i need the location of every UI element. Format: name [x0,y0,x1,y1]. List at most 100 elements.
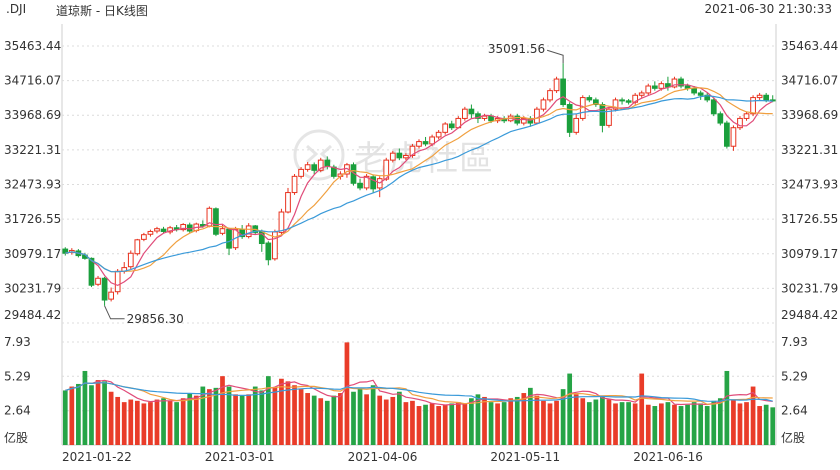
ma10-line [65,87,773,273]
candle-down [101,277,108,301]
candle-down [265,242,272,261]
price-tick-label-left: 30979.17 [4,247,61,261]
price-tick-label-right: 30979.17 [781,247,838,261]
candle-up [108,291,114,300]
candle-down [665,83,671,88]
volume-bar [469,398,474,445]
candle-down [599,104,606,126]
volume-bar [390,396,396,445]
price-tick-label-left: 34716.07 [4,74,61,88]
candle-up [573,117,580,133]
candle-down [619,99,625,102]
volume-bar [567,373,573,445]
volume-bar [252,386,258,445]
volume-bar [560,389,566,445]
candle-down [684,85,691,89]
volume-bar [639,373,645,445]
candle-up [298,168,304,177]
candle-up [317,159,324,171]
volume-bar [377,395,383,445]
candle-down [226,228,232,249]
volume-bar [763,404,769,445]
volume-bar [338,393,343,445]
date-tick-label: 2021-04-06 [348,450,418,464]
candle-down [593,99,599,106]
candle-down [717,113,724,124]
volume-bar [665,402,671,445]
volume-bar [134,400,140,445]
symbol-label: .DJI [6,2,27,16]
price-tick-label-left: 33968.69 [4,108,61,122]
volume-bar [403,402,409,445]
volume-bar [246,394,252,445]
volume-bar [102,381,107,445]
candle-up [461,108,468,119]
volume-bar [482,396,487,445]
volume-bar [311,395,317,445]
volume-bar [226,386,232,445]
candle-down [357,182,363,189]
volume-bar [632,403,638,445]
candle-down [763,94,770,101]
volume-bar [213,387,219,445]
price-tick-label-right: 31726.55 [781,212,838,226]
low-annotation-label: 29856.30 [127,312,184,326]
candle-up [416,141,422,147]
volume-bar [272,387,278,445]
candle-down [678,78,684,87]
candle-up [127,252,134,268]
volume-tick-label-right: 5.29 [781,369,808,383]
candle-down [422,141,429,145]
volume-bar [180,398,186,445]
volume-bar [239,395,245,445]
price-tick-label-left: 33221.31 [4,143,61,157]
candle-down [160,228,167,232]
candle-up [134,239,141,255]
volume-bar [292,385,297,445]
candle-up [756,94,763,99]
candle-down [213,208,219,235]
volume-bar [488,402,494,445]
volume-bar [351,391,356,445]
candle-down [88,257,95,286]
volume-bar [757,406,762,445]
volume-bar [678,406,684,445]
volume-bar [495,403,500,445]
candle-up [114,270,121,293]
volume-bar [128,399,134,445]
candle-down [488,115,494,122]
volume-bar [207,389,212,445]
price-tick-label-right: 32473.93 [781,178,838,192]
volume-bar [698,403,704,445]
volume-bar [613,403,618,445]
volume-bar [141,403,147,445]
candle-up [435,131,442,138]
volume-tick-label-left: 2.64 [4,404,31,418]
volume-bar [89,385,94,445]
volume-bar [691,402,697,445]
volume-bar [770,407,776,445]
volume-bar [449,403,455,445]
date-tick-label: 2021-06-16 [633,450,703,464]
candle-up [429,136,435,145]
volume-bar [619,402,625,445]
price-tick-label-left: 35463.44 [4,39,61,53]
candle-up [671,78,678,88]
ma5-line [65,84,773,287]
high-annotation-label: 35091.56 [488,42,545,56]
volume-bar [167,400,173,445]
price-tick-label-left: 29484.42 [4,308,61,322]
volume-bar [383,399,389,445]
candle-down [586,97,593,101]
volume-bar [429,403,435,445]
volume-bar [626,402,631,445]
volume-tick-label-left: 5.29 [4,369,31,383]
volume-bar [200,386,206,445]
volume-bar [154,399,160,445]
candle-up [658,83,665,89]
volume-unit-label-right: 亿股 [781,430,805,445]
candle-up [95,277,101,285]
volume-bar [193,395,199,445]
volume-bar [423,404,428,445]
price-tick-label-left: 30231.79 [4,281,61,295]
